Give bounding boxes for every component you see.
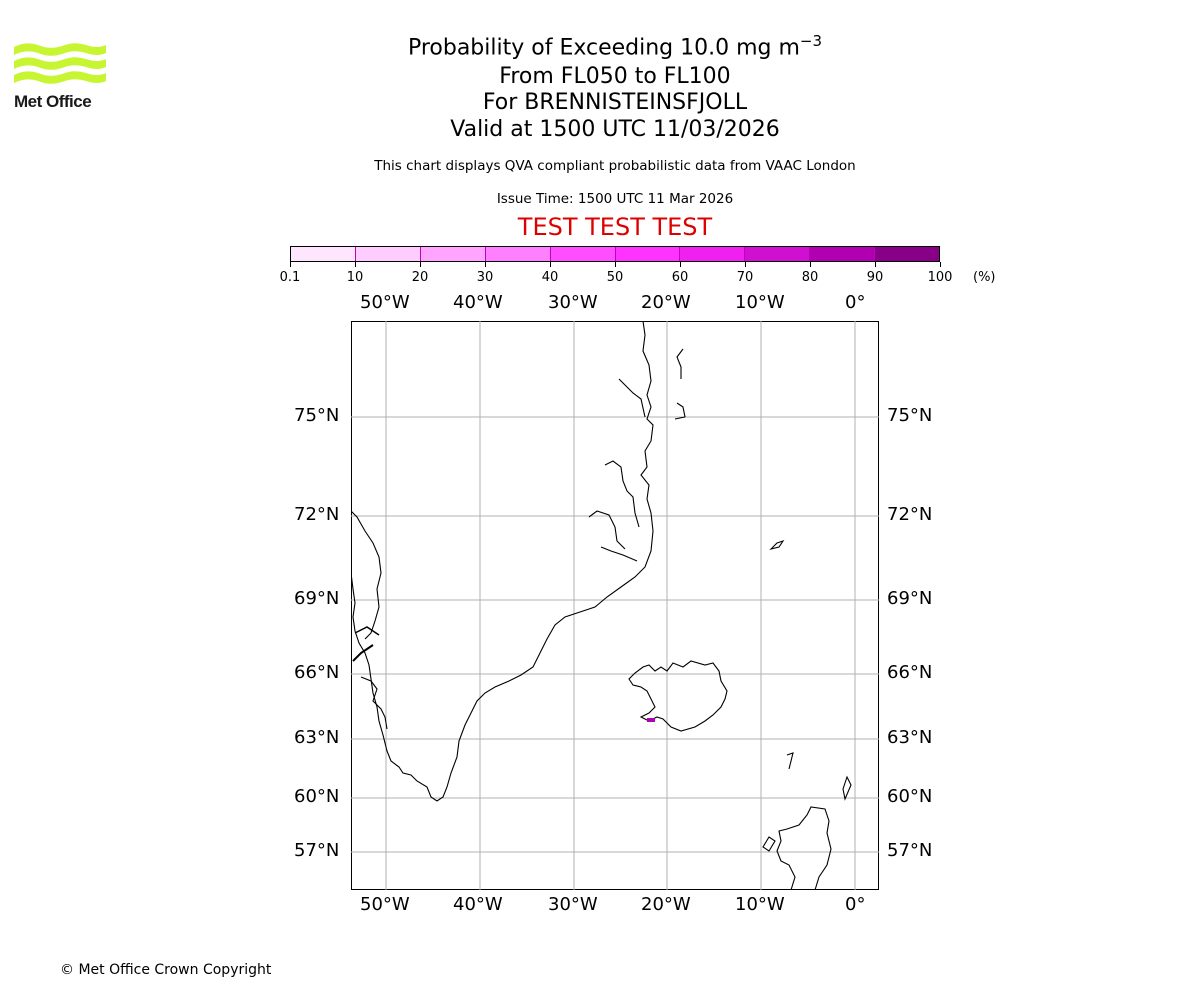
colorbar-tick-label: 40 (541, 270, 559, 285)
lat-label-left: 60°N (294, 786, 340, 807)
colorbar-tick (680, 262, 681, 267)
graticule (351, 321, 879, 890)
lat-label-right: 63°N (887, 727, 933, 748)
colorbar-tick (810, 262, 811, 267)
lon-label-top: 50°W (360, 292, 410, 313)
colorbar-tick (485, 262, 486, 267)
colorbar-tick (615, 262, 616, 267)
colorbar-segment (680, 247, 746, 261)
test-banner: TEST TEST TEST (517, 213, 713, 241)
probability-colorbar (290, 246, 940, 262)
iceland-coast (628, 660, 728, 732)
copyright: © Met Office Crown Copyright (60, 962, 272, 978)
greenland-coast (351, 321, 654, 802)
lat-label-left: 63°N (294, 727, 340, 748)
colorbar-segment (810, 247, 876, 261)
british-isles-coast (776, 806, 832, 890)
lat-label-left: 57°N (294, 840, 340, 861)
lon-label-bottom: 50°W (360, 894, 410, 915)
map-frame (351, 321, 879, 890)
lat-label-right: 72°N (887, 504, 933, 525)
colorbar-tick (290, 262, 291, 267)
colorbar-tick (940, 262, 941, 267)
colorbar-tick-label: 50 (606, 270, 624, 285)
colorbar-tick (550, 262, 551, 267)
colorbar-tick (745, 262, 746, 267)
colorbar-tick-label: 20 (411, 270, 429, 285)
colorbar-tick (875, 262, 876, 267)
issue-time: Issue Time: 1500 UTC 11 Mar 2026 (496, 191, 734, 207)
jan-mayen (769, 539, 785, 551)
colorbar-unit: (%) (973, 270, 996, 285)
lat-label-right: 66°N (887, 662, 933, 683)
title-valid-time: Valid at 1500 UTC 11/03/2026 (450, 117, 780, 142)
colorbar-tick-label: 80 (801, 270, 819, 285)
lon-label-top: 0° (845, 292, 866, 313)
lon-label-top: 30°W (548, 292, 598, 313)
lon-label-top: 40°W (453, 292, 503, 313)
lon-label-top: 10°W (735, 292, 785, 313)
volcano-plume (647, 718, 655, 722)
lon-label-bottom: 40°W (453, 894, 503, 915)
lat-label-left: 66°N (294, 662, 340, 683)
title-main: Probability of Exceeding 10.0 mg m (407, 35, 800, 61)
lat-label-left: 75°N (294, 405, 340, 426)
lon-label-bottom: 30°W (548, 894, 598, 915)
colorbar-segment (745, 247, 811, 261)
colorbar-tick-label: 90 (866, 270, 884, 285)
colorbar-tick-label: 100 (927, 270, 953, 285)
colorbar-segment (615, 247, 681, 261)
colorbar-segment (485, 247, 551, 261)
lat-label-right: 69°N (887, 588, 933, 609)
logo-text: Met Office (14, 92, 92, 111)
lon-label-top: 20°W (641, 292, 691, 313)
colorbar-tick-label: 70 (736, 270, 754, 285)
chart-description: This chart displays QVA compliant probab… (374, 158, 856, 174)
colorbar-segment (291, 247, 356, 261)
lat-label-left: 69°N (294, 588, 340, 609)
lat-label-right: 75°N (887, 405, 933, 426)
colorbar-tick (355, 262, 356, 267)
title-superscript: −3 (799, 32, 823, 50)
lat-label-left: 72°N (294, 504, 340, 525)
colorbar-segment (420, 247, 486, 261)
colorbar-tick-label: 10 (346, 270, 364, 285)
colorbar-tick (420, 262, 421, 267)
greenland-west-coast (351, 510, 382, 640)
lon-label-bottom: 10°W (735, 894, 785, 915)
map-panel (351, 321, 879, 890)
lat-label-right: 57°N (887, 840, 933, 861)
colorbar-segment (355, 247, 421, 261)
coastlines (351, 321, 852, 890)
met-office-logo (14, 43, 106, 84)
colorbar-segment (875, 247, 940, 261)
lat-label-right: 60°N (887, 786, 933, 807)
lon-label-bottom: 0° (845, 894, 866, 915)
title-volcano: For BRENNISTEINSFJOLL (482, 90, 748, 115)
colorbar-tick-label: 0.1 (279, 270, 301, 285)
faroe-islands (786, 752, 794, 770)
title-flight-levels: From FL050 to FL100 (499, 64, 731, 89)
chart-title: Probability of Exceeding 10.0 mg m−3 (0, 28, 1200, 61)
colorbar-tick-label: 30 (476, 270, 494, 285)
colorbar-segment (550, 247, 616, 261)
lon-label-bottom: 20°W (641, 894, 691, 915)
colorbar-tick-label: 60 (671, 270, 689, 285)
